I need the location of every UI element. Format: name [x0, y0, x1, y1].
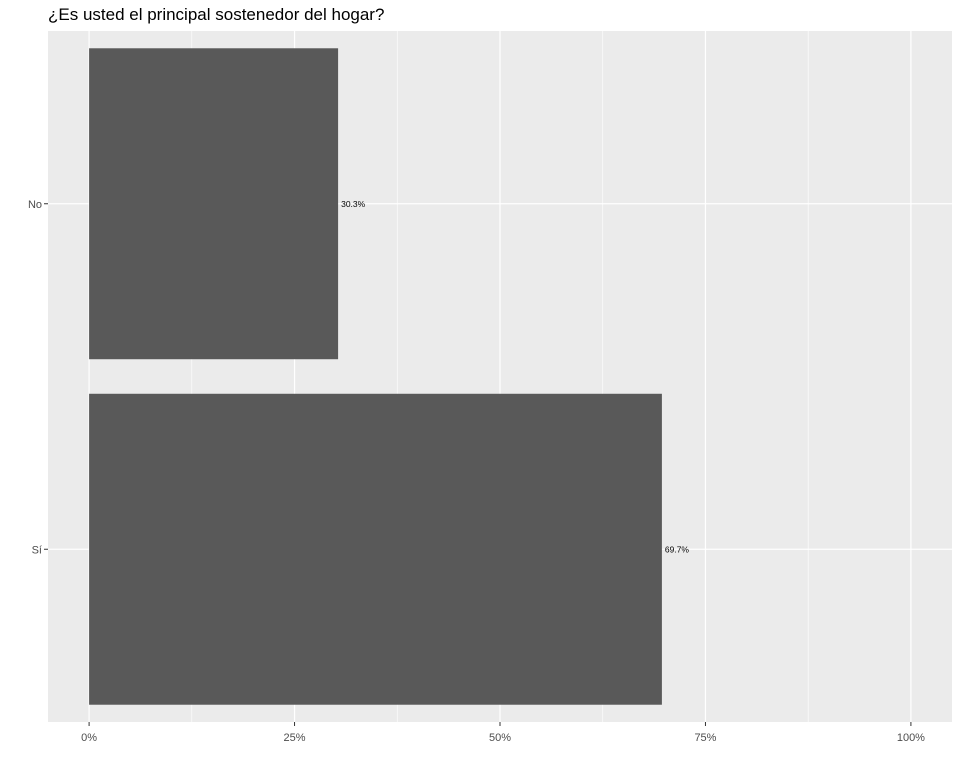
y-tick-label: Sí: [32, 544, 42, 556]
x-tick-label: 50%: [489, 732, 511, 744]
x-tick-label: 25%: [284, 732, 306, 744]
x-tick-label: 100%: [897, 732, 925, 744]
x-tick-label: 75%: [694, 732, 716, 744]
value-label: 69.7%: [665, 544, 690, 554]
bars: [89, 48, 662, 705]
y-tick-label: No: [28, 199, 42, 211]
chart-title: ¿Es usted el principal sostenedor del ho…: [48, 5, 385, 24]
value-labels: 30.3% 69.7%: [341, 199, 689, 555]
value-label: 30.3%: [341, 199, 366, 209]
bar-no: [89, 48, 339, 360]
x-axis: 0% 25% 50% 75% 100%: [81, 722, 925, 744]
bar-sí: [89, 393, 662, 705]
x-tick-label: 0%: [81, 732, 97, 744]
y-axis: No Sí: [28, 199, 48, 556]
